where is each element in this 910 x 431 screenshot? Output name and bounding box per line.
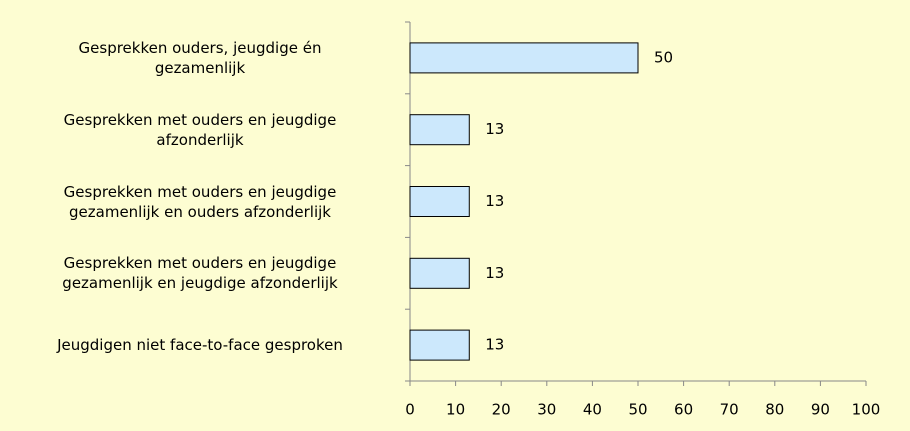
x-tick-label: 80 [765, 401, 784, 419]
bar [409, 42, 639, 74]
bar [409, 329, 470, 361]
x-tick-label: 60 [674, 401, 693, 419]
x-tick-label: 20 [492, 401, 511, 419]
value-label: 13 [485, 336, 504, 354]
bar [409, 186, 470, 217]
x-tick-label: 40 [583, 401, 602, 419]
value-label: 13 [485, 192, 504, 210]
x-tick-label: 100 [852, 401, 881, 419]
category-label: Jeugdigen niet face-to-face gesproken [57, 336, 343, 355]
x-tick-label: 0 [405, 401, 415, 419]
category-label: Gesprekken met ouders en jeugdige gezame… [62, 254, 338, 293]
x-tick-label: 50 [628, 401, 647, 419]
category-label: Gesprekken met ouders en jeugdige afzond… [63, 110, 337, 149]
x-tick-label: 90 [811, 401, 830, 419]
bar [409, 114, 470, 146]
x-tick-label: 30 [537, 401, 556, 419]
value-label: 13 [485, 120, 504, 138]
x-tick-label: 70 [720, 401, 739, 419]
value-label: 13 [485, 264, 504, 282]
category-label: Gesprekken met ouders en jeugdige gezame… [63, 182, 337, 221]
x-tick-label: 10 [446, 401, 465, 419]
category-label: Gesprekken ouders, jeugdige én gezamenli… [78, 38, 322, 77]
value-label: 50 [654, 48, 673, 66]
bar [409, 257, 470, 289]
